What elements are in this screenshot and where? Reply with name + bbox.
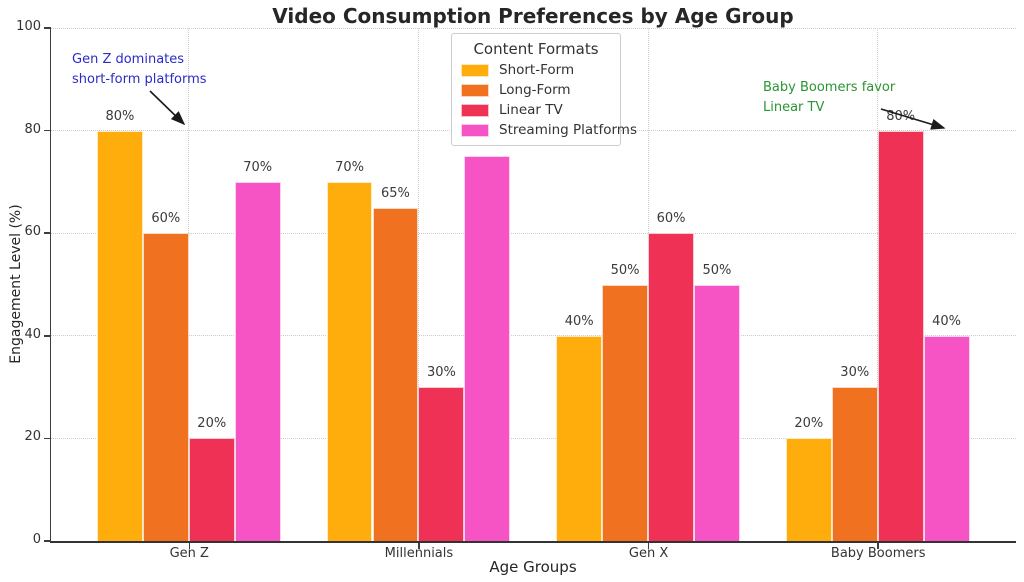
- y-tick-mark: [44, 27, 51, 29]
- bar: [418, 387, 465, 541]
- legend-swatch-icon: [461, 83, 489, 97]
- annotation-genz: Gen Z dominates short-form platforms: [72, 50, 207, 90]
- legend-label: Streaming Platforms: [499, 122, 637, 138]
- bar: [142, 233, 189, 541]
- bar: [648, 233, 694, 541]
- x-tick-label: Gen Z: [169, 546, 209, 561]
- y-tick-label: 40: [24, 326, 41, 342]
- legend-swatch-icon: [461, 123, 489, 137]
- legend-rows: Short-Form Long-Form Linear TV Streaming Pl…: [461, 62, 637, 138]
- bar: [464, 156, 511, 541]
- bar: [831, 387, 878, 541]
- x-tick-label: Millennials: [384, 546, 454, 561]
- bar-value-label: 20%: [794, 416, 824, 432]
- bar: [96, 130, 143, 541]
- bar: [694, 284, 740, 541]
- legend-item: Long-Form: [461, 82, 611, 98]
- gridline-v: [417, 28, 419, 541]
- y-tick-mark: [44, 232, 51, 234]
- bar: [188, 438, 235, 541]
- gridline-v: [188, 28, 190, 541]
- bar: [234, 181, 281, 541]
- bar-value-label: 40%: [564, 313, 594, 329]
- x-tick-mark: [188, 543, 191, 549]
- bar-value-label: 80%: [105, 108, 135, 124]
- chart-title: Video Consumption Preferences by Age Gro…: [272, 4, 794, 28]
- y-tick-label: 100: [16, 19, 41, 34]
- bar-value-label: 60%: [656, 211, 686, 227]
- bar: [602, 284, 649, 541]
- gridline-h: [51, 27, 1016, 29]
- y-tick-label: 60: [24, 224, 41, 240]
- legend-title: Content Formats: [473, 40, 599, 58]
- legend-item: Streaming Platforms: [461, 122, 637, 138]
- x-tick-mark: [418, 543, 420, 549]
- legend-label: Linear TV: [499, 102, 563, 118]
- y-tick-mark: [44, 437, 51, 440]
- x-tick-label: Baby Boomers: [830, 546, 926, 561]
- y-tick-mark: [44, 129, 51, 132]
- x-tick-mark: [647, 543, 650, 549]
- y-tick-label: 0: [32, 532, 41, 547]
- y-tick-label: 80: [24, 121, 41, 137]
- bar-value-label: 70%: [335, 159, 364, 175]
- legend-label: Short-Form: [499, 62, 575, 78]
- annotation-boomers: Baby Boomers favor Linear TV: [763, 78, 895, 118]
- gridline-h: [51, 335, 1016, 337]
- y-tick-mark: [44, 335, 51, 337]
- annotation-genz-line2: short-form platforms: [72, 72, 207, 87]
- annotation-boomers-line2: Linear TV: [763, 100, 825, 115]
- bar-value-label: 20%: [197, 416, 227, 432]
- bar-value-label: 30%: [840, 365, 870, 381]
- bar-value-label: 40%: [932, 313, 962, 329]
- bar: [877, 130, 924, 541]
- legend-item: Linear TV: [461, 102, 611, 118]
- bar-value-label: 50%: [702, 262, 732, 278]
- y-tick-mark: [44, 540, 51, 542]
- bar: [785, 438, 832, 541]
- annotation-genz-line1: Gen Z dominates: [72, 52, 185, 67]
- x-tick-label: Gen X: [628, 546, 669, 561]
- bar: [326, 181, 373, 541]
- bar-value-label: 60%: [151, 211, 181, 227]
- legend-swatch-icon: [461, 63, 489, 77]
- legend-label: Long-Form: [499, 82, 571, 98]
- bar: [923, 335, 970, 541]
- legend-swatch-icon: [461, 103, 489, 117]
- plot-area: 80%70%40%20%60%65%50%30%20%30%60%80%70%7…: [50, 27, 1016, 543]
- bar: [556, 335, 603, 541]
- bar-value-label: 70%: [243, 159, 273, 175]
- gridline-h: [51, 437, 1016, 439]
- legend-item: Short-Form: [461, 62, 611, 78]
- y-tick-label: 20: [24, 429, 41, 445]
- annotation-boomers-line1: Baby Boomers favor: [763, 80, 896, 95]
- bar: [372, 207, 419, 541]
- x-axis-label: Age Groups: [489, 558, 577, 576]
- bar-value-label: 65%: [381, 185, 410, 201]
- x-tick-mark: [877, 543, 879, 549]
- bar-value-label: 50%: [610, 262, 640, 278]
- gridline-h: [51, 232, 1016, 234]
- bar-value-label: 30%: [426, 365, 456, 381]
- legend: Content Formats Short-Form Long-Form Linea…: [451, 33, 637, 146]
